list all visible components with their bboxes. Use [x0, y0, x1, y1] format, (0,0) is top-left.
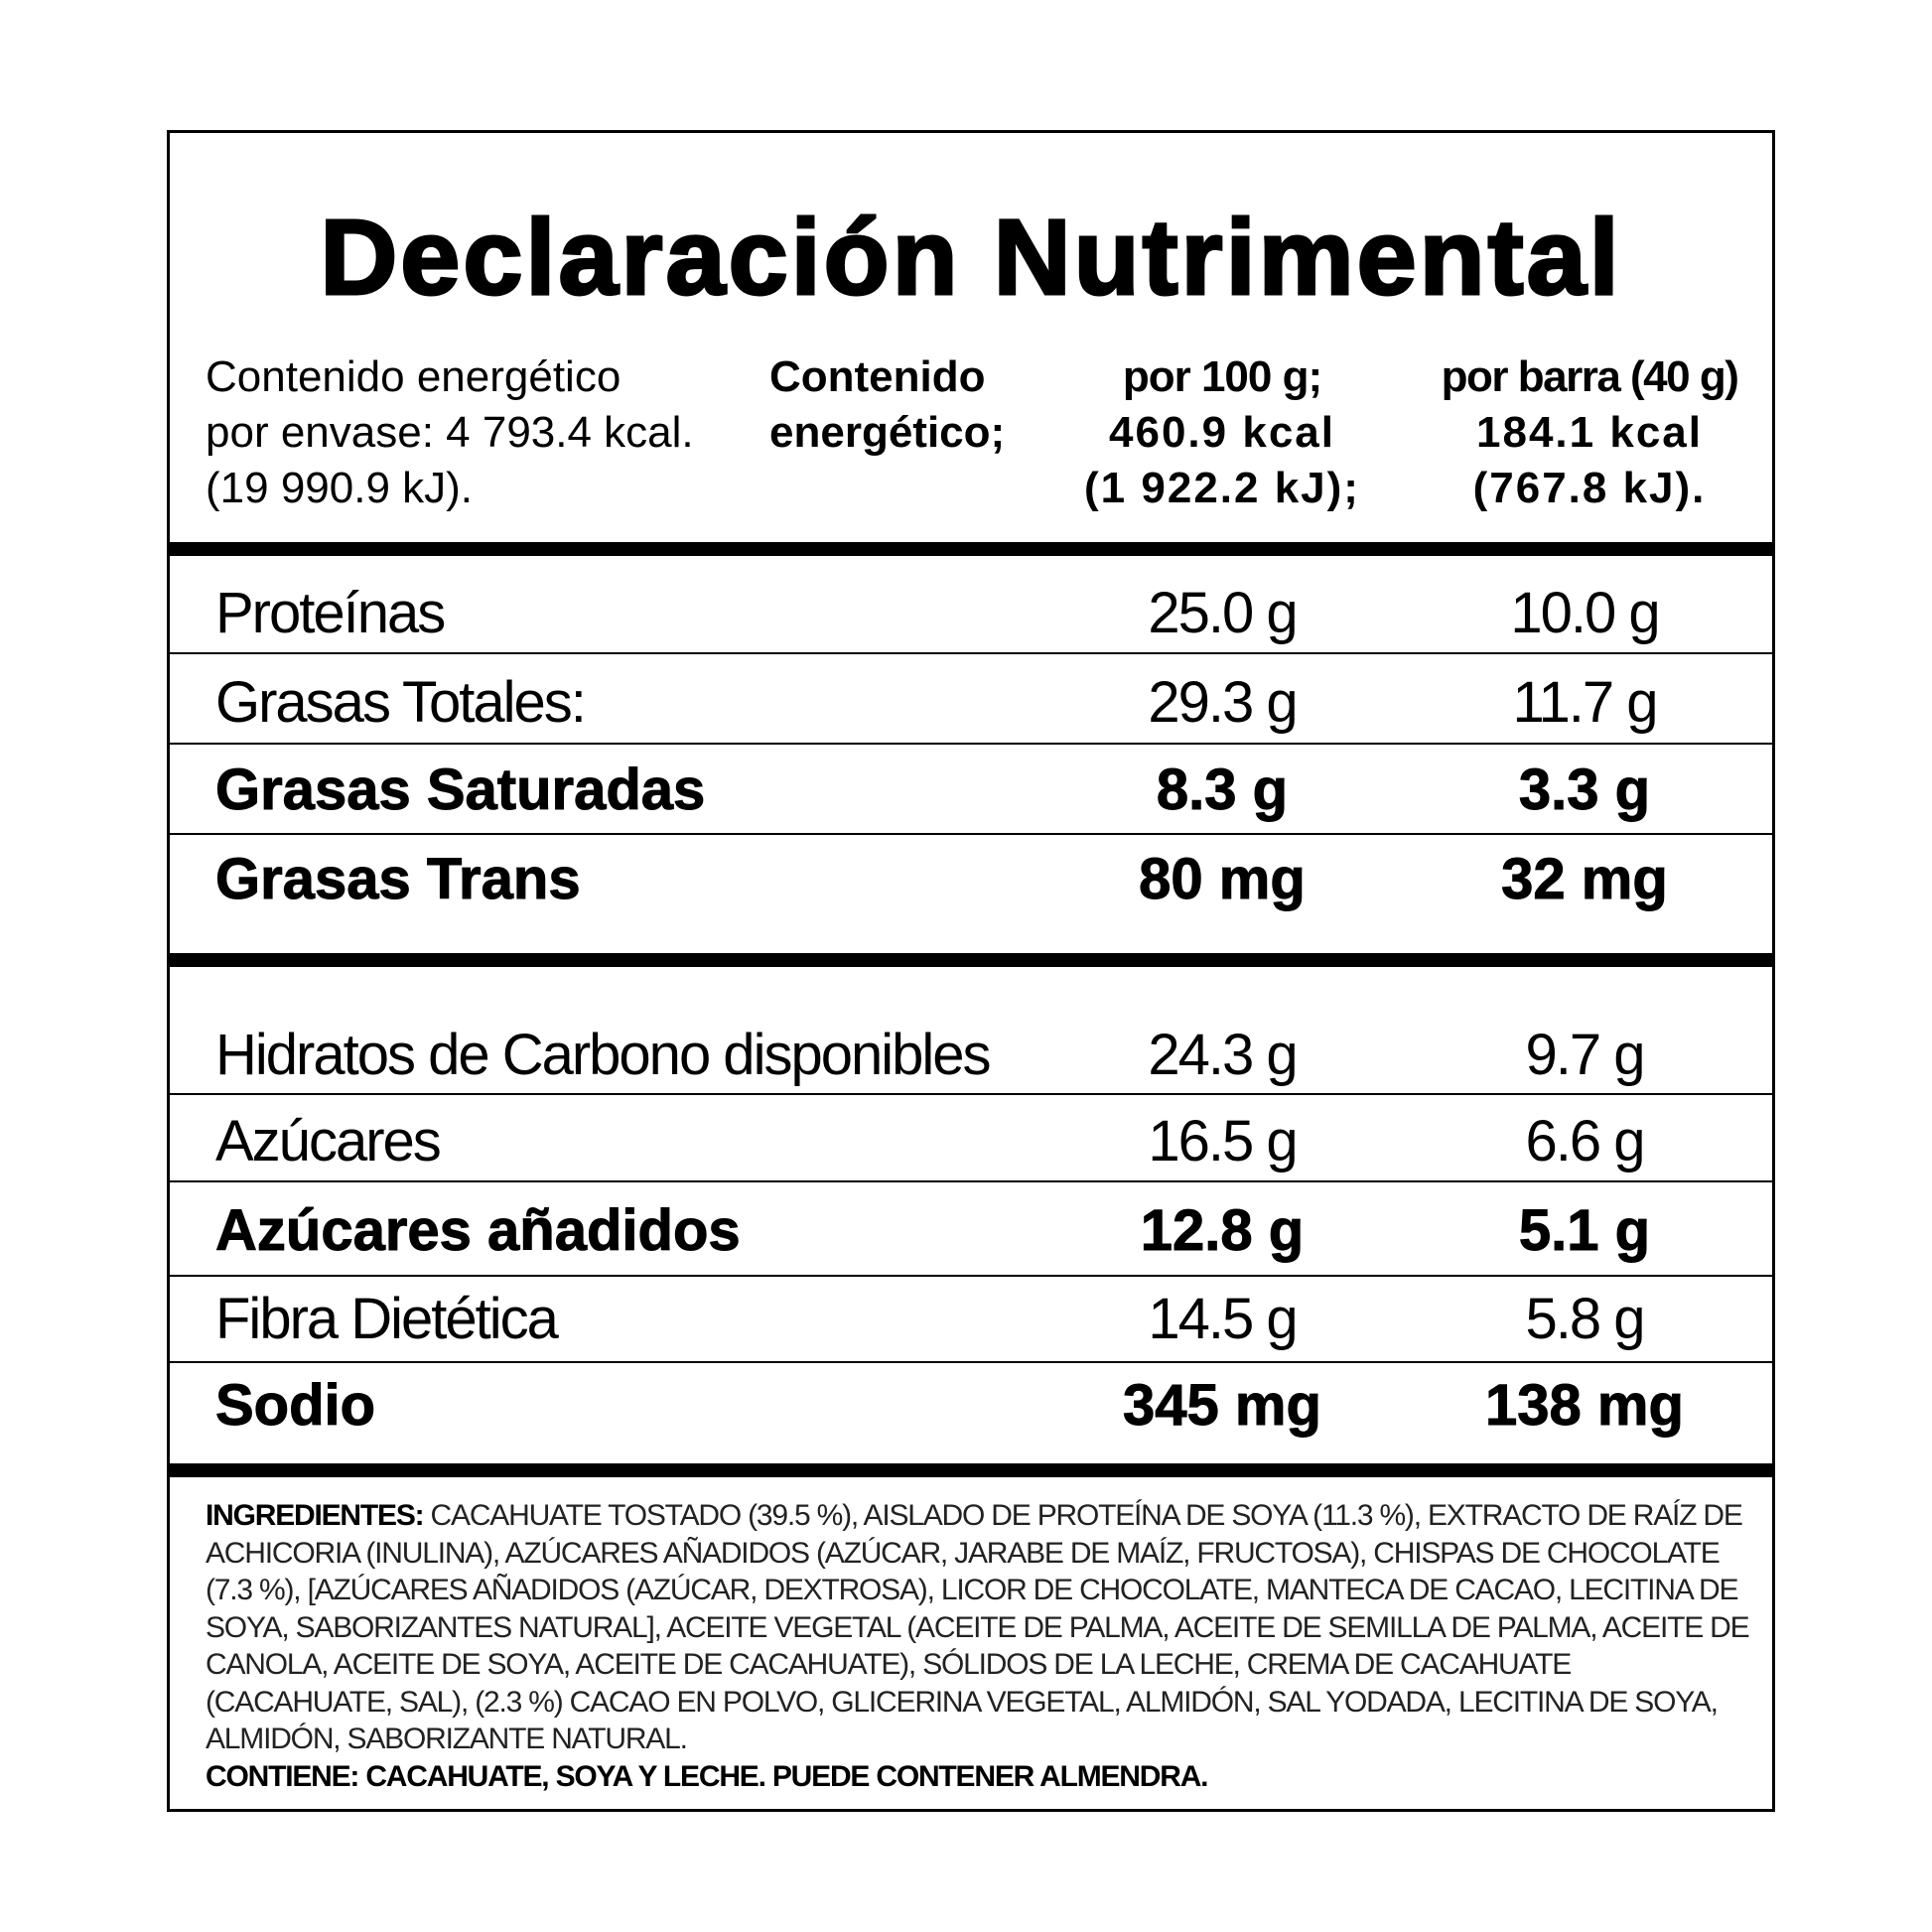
- divider: [170, 1361, 1772, 1363]
- energy-label: Contenido energético;: [769, 349, 1005, 461]
- energy-per-package-line: Contenido energético: [206, 352, 621, 401]
- value-per-bar: 10.0 g: [1510, 581, 1660, 645]
- energy-label-line: Contenido: [769, 352, 986, 401]
- value-per-bar: 6.6 g: [1525, 1109, 1646, 1173]
- value-per-bar: 138 mg: [1485, 1373, 1685, 1438]
- nutrient-label: Grasas Trans: [215, 847, 582, 911]
- value-per-100g: 12.8 g: [1140, 1198, 1305, 1263]
- energy-kcal-bar: 184.1 kcal: [1476, 408, 1703, 457]
- energy-per-package: Contenido energético por envase: 4 793.4…: [206, 349, 694, 516]
- nutrient-row-grasas-totales: Grasas Totales: 29.3 g 11.7 g: [170, 673, 1772, 733]
- column-header-bar: por barra (40 g): [1441, 352, 1739, 401]
- nutrition-facts-panel: Declaración Nutrimental Contenido energé…: [167, 130, 1775, 1812]
- ingredients-block: INGREDIENTES: CACAHUATE TOSTADO (39.5 %)…: [206, 1497, 1754, 1795]
- nutrient-row-fibra: Fibra Dietética 14.5 g 5.8 g: [170, 1290, 1772, 1349]
- nutrient-label: Proteínas: [215, 581, 446, 645]
- value-per-bar: 5.1 g: [1518, 1198, 1651, 1263]
- value-per-bar: 9.7 g: [1525, 1023, 1646, 1087]
- nutrient-label: Azúcares: [215, 1109, 442, 1173]
- divider: [170, 743, 1772, 745]
- divider-thick: [170, 1463, 1772, 1477]
- value-per-bar: 32 mg: [1501, 847, 1669, 911]
- value-per-bar: 11.7 g: [1512, 670, 1659, 735]
- divider: [170, 1180, 1772, 1182]
- nutrient-label: Grasas Saturadas: [214, 758, 706, 822]
- divider: [170, 652, 1772, 654]
- value-per-100g: 25.0 g: [1148, 581, 1298, 645]
- divider-thick: [170, 542, 1772, 556]
- divider: [170, 833, 1772, 835]
- ingredients-text: CACAHUATE TOSTADO (39.5 %), AISLADO DE P…: [206, 1499, 1750, 1755]
- nutrient-row-azucares: Azúcares 16.5 g 6.6 g: [170, 1112, 1772, 1172]
- nutrient-row-azucares-anadidos: Azúcares añadidos 12.8 g 5.1 g: [170, 1198, 1772, 1263]
- energy-label-line: energético;: [769, 408, 1006, 457]
- divider: [170, 1275, 1772, 1277]
- value-per-100g: 345 mg: [1123, 1373, 1322, 1438]
- nutrient-label: Fibra Dietética: [215, 1287, 559, 1351]
- energy-per-package-line: (19 990.9 kJ).: [206, 464, 474, 512]
- nutrient-row-grasas-saturadas: Grasas Saturadas 8.3 g 3.3 g: [170, 758, 1772, 822]
- ingredients-label: INGREDIENTES:: [206, 1499, 425, 1532]
- value-per-100g: 16.5 g: [1148, 1109, 1298, 1173]
- nutrient-label: Sodio: [214, 1373, 376, 1438]
- nutrient-row-sodio: Sodio 345 mg 138 mg: [170, 1373, 1772, 1438]
- energy-per-package-line: por envase: 4 793.4 kcal.: [206, 408, 694, 457]
- nutrient-row-grasas-trans: Grasas Trans 80 mg 32 mg: [170, 847, 1772, 911]
- value-per-100g: 24.3 g: [1148, 1023, 1298, 1087]
- nutrient-label: Grasas Totales:: [215, 670, 587, 735]
- column-header-100g: por 100 g;: [1122, 352, 1322, 401]
- value-per-100g: 8.3 g: [1156, 758, 1289, 822]
- divider-thick: [170, 953, 1772, 967]
- nutrient-row-proteinas: Proteínas 25.0 g 10.0 g: [170, 584, 1772, 643]
- energy-kj-bar: (767.8 kJ).: [1472, 464, 1707, 512]
- allergen-statement: CONTIENE: CACAHUATE, SOYA Y LECHE. PUEDE…: [206, 1759, 1209, 1793]
- value-per-100g: 80 mg: [1139, 847, 1307, 911]
- nutrient-row-hidratos: Hidratos de Carbono disponibles 24.3 g 9…: [170, 1026, 1772, 1085]
- nutrient-label: Hidratos de Carbono disponibles: [215, 1023, 992, 1087]
- divider: [170, 1093, 1772, 1095]
- energy-per-bar: por barra (40 g) 184.1 kcal (767.8 kJ).: [1411, 349, 1768, 516]
- value-per-100g: 29.3 g: [1148, 670, 1298, 735]
- value-per-bar: 3.3 g: [1518, 758, 1651, 822]
- panel-title: Declaración Nutrimental: [319, 196, 1622, 319]
- nutrient-label: Azúcares añadidos: [215, 1198, 742, 1263]
- energy-per-100g: por 100 g; 460.9 kcal (1 922.2 kJ);: [1043, 349, 1401, 516]
- energy-kj-100g: (1 922.2 kJ);: [1084, 464, 1360, 512]
- value-per-100g: 14.5 g: [1148, 1287, 1298, 1351]
- energy-kcal-100g: 460.9 kcal: [1109, 408, 1335, 457]
- value-per-bar: 5.8 g: [1525, 1287, 1646, 1351]
